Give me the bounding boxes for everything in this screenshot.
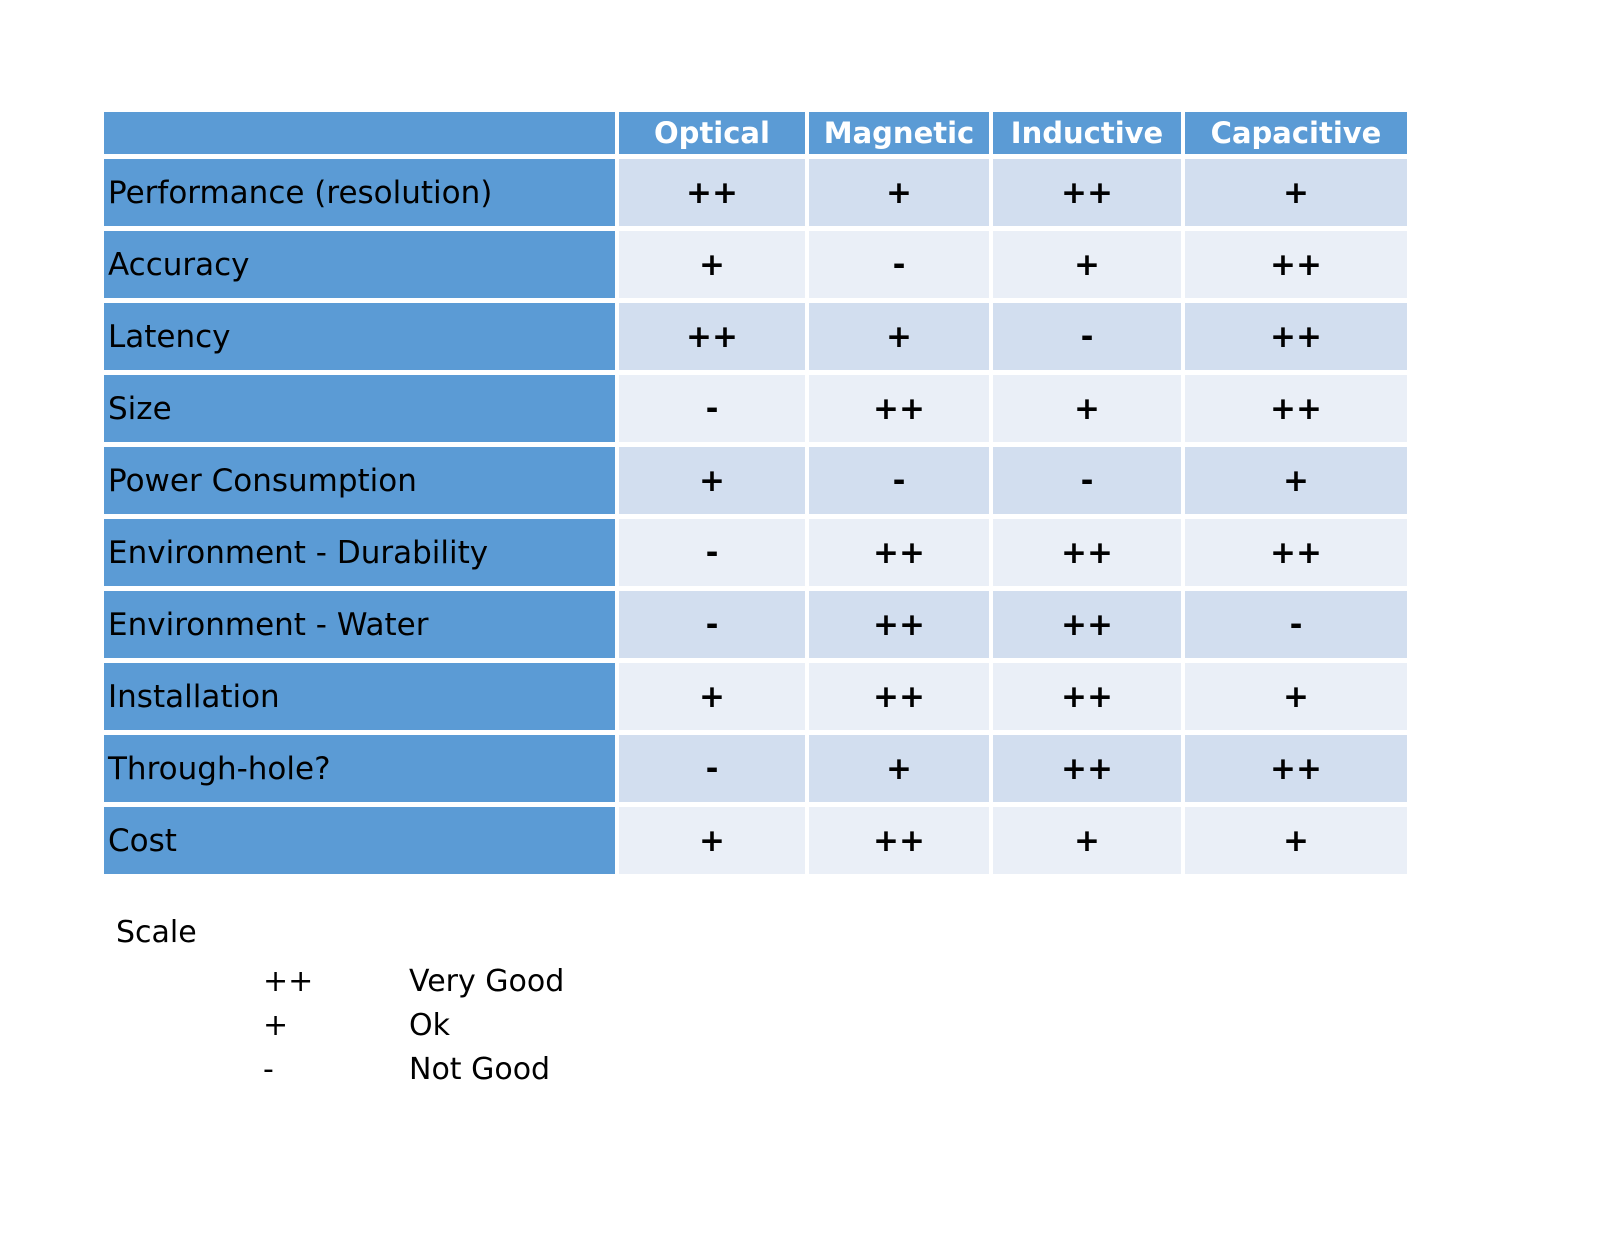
- rating-cell: -: [993, 303, 1185, 375]
- rating-cell: -: [993, 447, 1185, 519]
- scale-legend: Scale ++ Very Good + Ok - Not Good: [116, 915, 564, 1091]
- rating-cell: ++: [993, 591, 1185, 663]
- rating-cell: -: [619, 735, 809, 807]
- row-label: Through-hole?: [104, 735, 619, 807]
- row-label: Performance (resolution): [104, 159, 619, 231]
- table-row: Latency ++ + - ++: [104, 303, 1407, 375]
- row-label: Environment - Durability: [104, 519, 619, 591]
- table-row: Power Consumption + - - +: [104, 447, 1407, 519]
- rating-cell: -: [619, 375, 809, 447]
- rating-cell: ++: [993, 663, 1185, 735]
- table-row: Through-hole? - + ++ ++: [104, 735, 1407, 807]
- row-label: Power Consumption: [104, 447, 619, 519]
- rating-cell: ++: [809, 807, 993, 874]
- legend-item: ++ Very Good: [116, 959, 564, 1003]
- comparison-table: Optical Magnetic Inductive Capacitive Pe…: [104, 112, 1407, 874]
- table-row: Performance (resolution) ++ + ++ +: [104, 159, 1407, 231]
- rating-cell: ++: [993, 519, 1185, 591]
- legend-item: + Ok: [116, 1003, 564, 1047]
- rating-cell: ++: [993, 159, 1185, 231]
- row-label: Installation: [104, 663, 619, 735]
- legend-title: Scale: [116, 915, 197, 950]
- rating-cell: ++: [809, 663, 993, 735]
- rating-cell: ++: [619, 159, 809, 231]
- rating-cell: +: [809, 303, 993, 375]
- table-row: Size - ++ + ++: [104, 375, 1407, 447]
- table-row: Installation + ++ ++ +: [104, 663, 1407, 735]
- rating-cell: ++: [1185, 303, 1407, 375]
- column-header-capacitive: Capacitive: [1185, 112, 1407, 159]
- legend-meaning: Very Good: [409, 963, 565, 999]
- rating-cell: ++: [809, 375, 993, 447]
- table-row: Cost + ++ + +: [104, 807, 1407, 874]
- rating-cell: +: [1185, 447, 1407, 519]
- rating-cell: +: [1185, 159, 1407, 231]
- rating-cell: +: [619, 231, 809, 303]
- row-label: Latency: [104, 303, 619, 375]
- column-header-optical: Optical: [619, 112, 809, 159]
- rating-cell: +: [809, 735, 993, 807]
- rating-cell: ++: [1185, 735, 1407, 807]
- column-header-magnetic: Magnetic: [809, 112, 993, 159]
- rating-cell: ++: [1185, 231, 1407, 303]
- rating-cell: +: [619, 447, 809, 519]
- legend-meaning: Ok: [409, 1007, 450, 1043]
- rating-cell: ++: [1185, 519, 1407, 591]
- rating-cell: +: [1185, 663, 1407, 735]
- rating-cell: +: [993, 375, 1185, 447]
- rating-cell: -: [619, 591, 809, 663]
- legend-meaning: Not Good: [409, 1051, 551, 1087]
- legend-symbol: ++: [263, 963, 314, 999]
- rating-cell: +: [993, 231, 1185, 303]
- table-header-row: Optical Magnetic Inductive Capacitive: [104, 112, 1407, 159]
- rating-cell: +: [1185, 807, 1407, 874]
- legend-item: - Not Good: [116, 1047, 564, 1091]
- rating-cell: -: [619, 519, 809, 591]
- rating-cell: +: [619, 663, 809, 735]
- rating-cell: -: [809, 447, 993, 519]
- rating-cell: +: [809, 159, 993, 231]
- rating-cell: ++: [809, 519, 993, 591]
- rating-cell: ++: [809, 591, 993, 663]
- row-label: Size: [104, 375, 619, 447]
- rating-cell: ++: [993, 735, 1185, 807]
- rating-cell: +: [993, 807, 1185, 874]
- row-label: Cost: [104, 807, 619, 874]
- rating-cell: ++: [1185, 375, 1407, 447]
- table-row: Environment - Durability - ++ ++ ++: [104, 519, 1407, 591]
- row-label: Environment - Water: [104, 591, 619, 663]
- table-row: Accuracy + - + ++: [104, 231, 1407, 303]
- rating-cell: -: [809, 231, 993, 303]
- rating-cell: -: [1185, 591, 1407, 663]
- rating-cell: +: [619, 807, 809, 874]
- legend-symbol: +: [263, 1007, 289, 1043]
- column-header-inductive: Inductive: [993, 112, 1185, 159]
- row-label: Accuracy: [104, 231, 619, 303]
- rating-cell: ++: [619, 303, 809, 375]
- legend-symbol: -: [263, 1051, 274, 1087]
- corner-header-cell: [104, 112, 619, 159]
- table-row: Environment - Water - ++ ++ -: [104, 591, 1407, 663]
